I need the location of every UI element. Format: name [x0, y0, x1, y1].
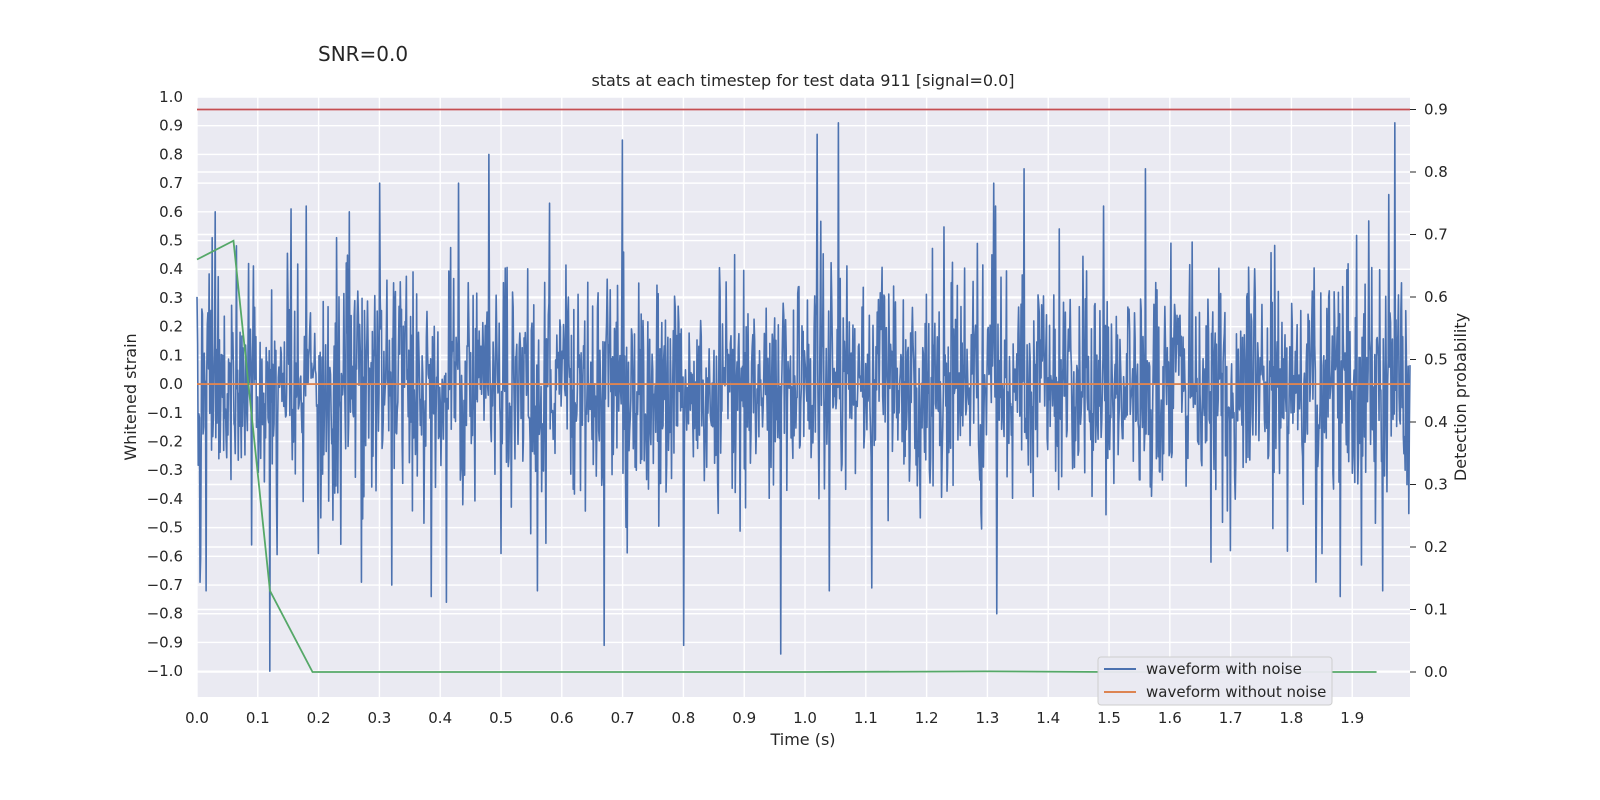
legend-label-waveform-without-noise: waveform without noise: [1146, 683, 1326, 701]
y-tick-label: −0.4: [147, 490, 183, 508]
y-tick-label: 0.2: [159, 318, 183, 336]
y-tick-label: −0.3: [147, 461, 183, 479]
series-layer: [196, 108, 1411, 673]
x-tick-label: 0.4: [428, 709, 452, 727]
x-tick-label: 1.2: [915, 709, 939, 727]
y-axis-label: Whitened strain: [121, 333, 140, 460]
y-axis-left: 1.0 0.9 0.8 0.7 0.6 0.5 0.4 0.3 0.2 0.1 0.0 −0.1 −0.…: [147, 88, 183, 680]
x-tick-label: 0.2: [307, 709, 331, 727]
legend-label-waveform-with-noise: waveform with noise: [1146, 660, 1302, 678]
y-tick-label: 0.0: [159, 375, 183, 393]
y-tick-label: −0.8: [147, 605, 183, 623]
x-tick-label: 1.4: [1036, 709, 1060, 727]
y-tick-label: 0.8: [159, 145, 183, 163]
y2-tick-label: 0.1: [1424, 601, 1448, 619]
y-tick-label: −1.0: [147, 662, 183, 680]
x-tick-label: 0.8: [671, 709, 695, 727]
y-tick-label: 0.5: [159, 232, 183, 250]
y2-tick-label: 0.5: [1424, 351, 1448, 369]
y2-tick-label: 0.2: [1424, 538, 1448, 556]
y-tick-label: 0.7: [159, 174, 183, 192]
x-tick-label: 1.5: [1097, 709, 1121, 727]
y2-axis-label: Detection probability: [1451, 313, 1470, 481]
x-tick-label: 1.1: [854, 709, 878, 727]
x-tick-label: 0.0: [185, 709, 209, 727]
chart-title: stats at each timestep for test data 911…: [591, 71, 1014, 90]
x-tick-label: 1.9: [1340, 709, 1364, 727]
x-tick-label: 0.9: [732, 709, 756, 727]
y-tick-label: −0.6: [147, 547, 183, 565]
y2-tick-label: 0.0: [1424, 663, 1448, 681]
legend: waveform with noise waveform without noi…: [1097, 656, 1333, 706]
y2-tick-label: 0.4: [1424, 413, 1448, 431]
y-tick-label: 0.4: [159, 260, 183, 278]
y-tick-label: −0.1: [147, 404, 183, 422]
y-axis-right: 0.9 0.8 0.7 0.6 0.5 0.4 0.3 0.2 0.1 0.0: [1410, 101, 1448, 681]
y-tick-label: 0.1: [159, 346, 183, 364]
y-tick-label: −0.5: [147, 519, 183, 537]
y2-tick-label: 0.9: [1424, 101, 1448, 119]
x-tick-label: 0.3: [367, 709, 391, 727]
y-tick-label: 0.6: [159, 203, 183, 221]
y-tick-label: −0.2: [147, 432, 183, 450]
x-tick-label: 1.0: [793, 709, 817, 727]
series-detection-probability: [196, 239, 1377, 673]
chart-suptitle: SNR=0.0: [318, 42, 408, 66]
x-tick-label: 1.8: [1280, 709, 1304, 727]
y-tick-label: −0.9: [147, 633, 183, 651]
y2-tick-label: 0.3: [1424, 476, 1448, 494]
y-tick-label: 0.9: [159, 117, 183, 135]
x-tick-label: 0.7: [611, 709, 635, 727]
x-tick-label: 1.6: [1158, 709, 1182, 727]
y2-tick-label: 0.8: [1424, 163, 1448, 181]
x-tick-label: 0.5: [489, 709, 513, 727]
y-tick-label: 0.3: [159, 289, 183, 307]
y2-tick-label: 0.6: [1424, 288, 1448, 306]
legend-box: [1097, 656, 1333, 706]
x-axis-label: Time (s): [769, 730, 835, 749]
x-tick-label: 0.1: [246, 709, 270, 727]
x-tick-label: 1.7: [1219, 709, 1243, 727]
y2-tick-label: 0.7: [1424, 226, 1448, 244]
x-axis: 0.0 0.1 0.2 0.3 0.4 0.5 0.6 0.7 0.8 0.9 1.0 1.1 1.2 1…: [185, 709, 1364, 727]
y-tick-label: 1.0: [159, 88, 183, 106]
y-tick-label: −0.7: [147, 576, 183, 594]
x-tick-label: 0.6: [550, 709, 574, 727]
x-tick-label: 1.3: [975, 709, 999, 727]
